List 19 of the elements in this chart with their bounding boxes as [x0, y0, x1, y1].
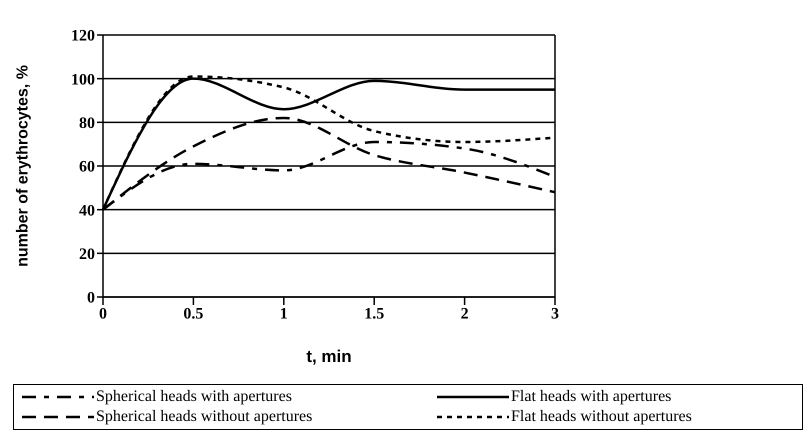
legend-label: Spherical heads without apertures — [96, 407, 312, 427]
x-tick-label: 0 — [99, 305, 107, 322]
legend-label: Flat heads without apertures — [511, 407, 692, 427]
y-tick-label: 20 — [79, 246, 95, 264]
y-tick-label: 100 — [71, 71, 95, 88]
x-tick-label: 1 — [280, 305, 288, 322]
x-tick-label: 1.5 — [364, 305, 384, 322]
x-tick-label: 2 — [460, 305, 469, 322]
y-tick-label: 40 — [79, 202, 95, 220]
x-axis-title: t, min — [306, 347, 352, 366]
legend-label: Flat heads with apertures — [511, 387, 672, 407]
y-axis-title: number of erythrocytes, % — [14, 65, 32, 267]
y-tick-label: 0 — [87, 290, 95, 307]
y-tick-label: 60 — [79, 158, 95, 176]
x-tick-label: 3 — [551, 305, 559, 322]
y-tick-label: 120 — [71, 28, 95, 45]
legend-label: Spherical heads with apertures — [96, 387, 292, 407]
x-tick-label: 0.5 — [183, 305, 204, 322]
y-tick-label: 80 — [79, 115, 95, 132]
